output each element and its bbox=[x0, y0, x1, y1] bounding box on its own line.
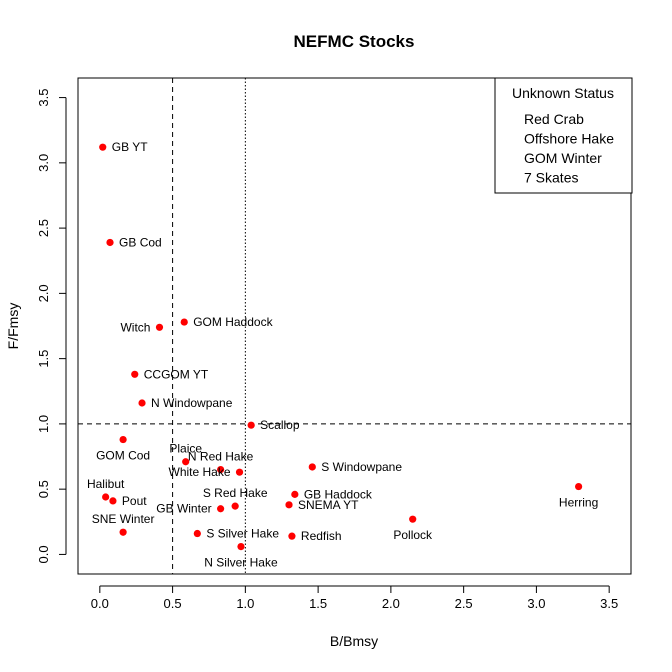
data-point bbox=[235, 468, 244, 476]
data-point-label: Redfish bbox=[301, 529, 342, 543]
y-tick-label: 3.5 bbox=[36, 89, 51, 107]
x-tick-label: 3.0 bbox=[527, 596, 545, 611]
data-point bbox=[102, 493, 110, 501]
legend: Unknown Status Red Crab Offshore Hake GOM … bbox=[494, 77, 633, 194]
y-axis-label: F/Fmsy bbox=[5, 303, 21, 350]
chart-title: NEFMC Stocks bbox=[294, 32, 415, 51]
data-point bbox=[182, 458, 190, 466]
y-tick-label: 2.5 bbox=[36, 219, 51, 237]
data-point-label: Pollock bbox=[393, 528, 433, 542]
data-point-label: SNE Winter bbox=[92, 512, 155, 526]
data-point-label: Herring bbox=[559, 496, 598, 510]
data-point-label: GB Cod bbox=[119, 235, 162, 249]
legend-box bbox=[494, 77, 633, 194]
y-tick-label: 0.0 bbox=[36, 545, 51, 563]
data-point-label: Plaice bbox=[169, 442, 202, 456]
data-point bbox=[119, 435, 127, 444]
data-point-label: GB Winter bbox=[156, 502, 211, 516]
plot-frame bbox=[77, 77, 632, 575]
data-point-label: SNEMA YT bbox=[298, 498, 359, 512]
data-point bbox=[575, 482, 583, 491]
data-point-label: Scallop bbox=[260, 418, 300, 432]
data-point-label: S Red Hake bbox=[203, 486, 268, 500]
legend-title: Unknown Status bbox=[512, 85, 614, 101]
data-point-label: GB YT bbox=[112, 140, 148, 154]
data-point bbox=[285, 501, 293, 509]
data-point-label: Halibut bbox=[87, 477, 125, 491]
data-point-label: CCGOM YT bbox=[144, 367, 209, 381]
data-point bbox=[409, 515, 417, 523]
x-tick-label: 1.0 bbox=[236, 596, 254, 611]
legend-entry: 7 Skates bbox=[524, 170, 578, 186]
data-point bbox=[99, 143, 107, 151]
data-point bbox=[119, 528, 127, 536]
y-tick-label: 1.5 bbox=[36, 350, 51, 368]
x-tick-label: 0.5 bbox=[164, 596, 182, 611]
data-point-label: GOM Haddock bbox=[193, 315, 273, 329]
data-point bbox=[193, 529, 201, 538]
data-point-label: GOM Cod bbox=[96, 449, 150, 463]
x-tick-label: 0.0 bbox=[91, 596, 109, 611]
legend-entry: Offshore Hake bbox=[524, 131, 614, 147]
legend-entry: Red Crab bbox=[524, 111, 584, 127]
data-point bbox=[131, 370, 139, 378]
data-point-label: S Windowpane bbox=[321, 460, 402, 474]
data-point-label: N Red Hake bbox=[188, 450, 254, 464]
data-point bbox=[308, 463, 316, 471]
data-point bbox=[109, 497, 117, 505]
data-point-label: Pout bbox=[122, 494, 147, 508]
data-point-label: White Hake bbox=[169, 465, 231, 479]
data-point-label: S Silver Hake bbox=[206, 527, 279, 541]
data-point bbox=[217, 505, 225, 513]
y-tick-label: 1.0 bbox=[36, 415, 51, 433]
x-axis-label: B/Bmsy bbox=[330, 633, 378, 649]
data-point-label: N Silver Hake bbox=[204, 556, 278, 570]
data-point bbox=[138, 399, 146, 407]
legend-entry: GOM Winter bbox=[524, 150, 602, 166]
y-tick-label: 0.5 bbox=[36, 480, 51, 498]
data-point bbox=[291, 490, 299, 498]
x-tick-label: 3.5 bbox=[600, 596, 618, 611]
y-tick-label: 2.0 bbox=[36, 284, 51, 302]
data-point bbox=[106, 238, 114, 247]
data-point bbox=[155, 323, 164, 331]
x-tick-label: 1.5 bbox=[309, 596, 327, 611]
data-point bbox=[217, 465, 225, 474]
x-tick-label: 2.0 bbox=[382, 596, 400, 611]
data-point-label: N Windowpane bbox=[151, 396, 233, 410]
data-point bbox=[231, 502, 239, 510]
data-point bbox=[288, 532, 296, 540]
data-point-label: GB Haddock bbox=[304, 487, 373, 501]
x-tick-label: 2.5 bbox=[455, 596, 473, 611]
plot-area: 0.0 0.5 1.0 1.5 2.0 2.5 3.0 3.5 0.0 0.5 1.0 1.5 2.0 2… bbox=[36, 77, 632, 611]
data-point-label: Witch bbox=[120, 320, 150, 334]
data-point bbox=[247, 421, 255, 429]
data-point bbox=[180, 318, 188, 326]
data-point bbox=[237, 542, 245, 551]
y-tick-label: 3.0 bbox=[36, 154, 51, 172]
legend-entries: Red Crab Offshore Hake GOM Winter 7 Skates bbox=[524, 111, 614, 186]
